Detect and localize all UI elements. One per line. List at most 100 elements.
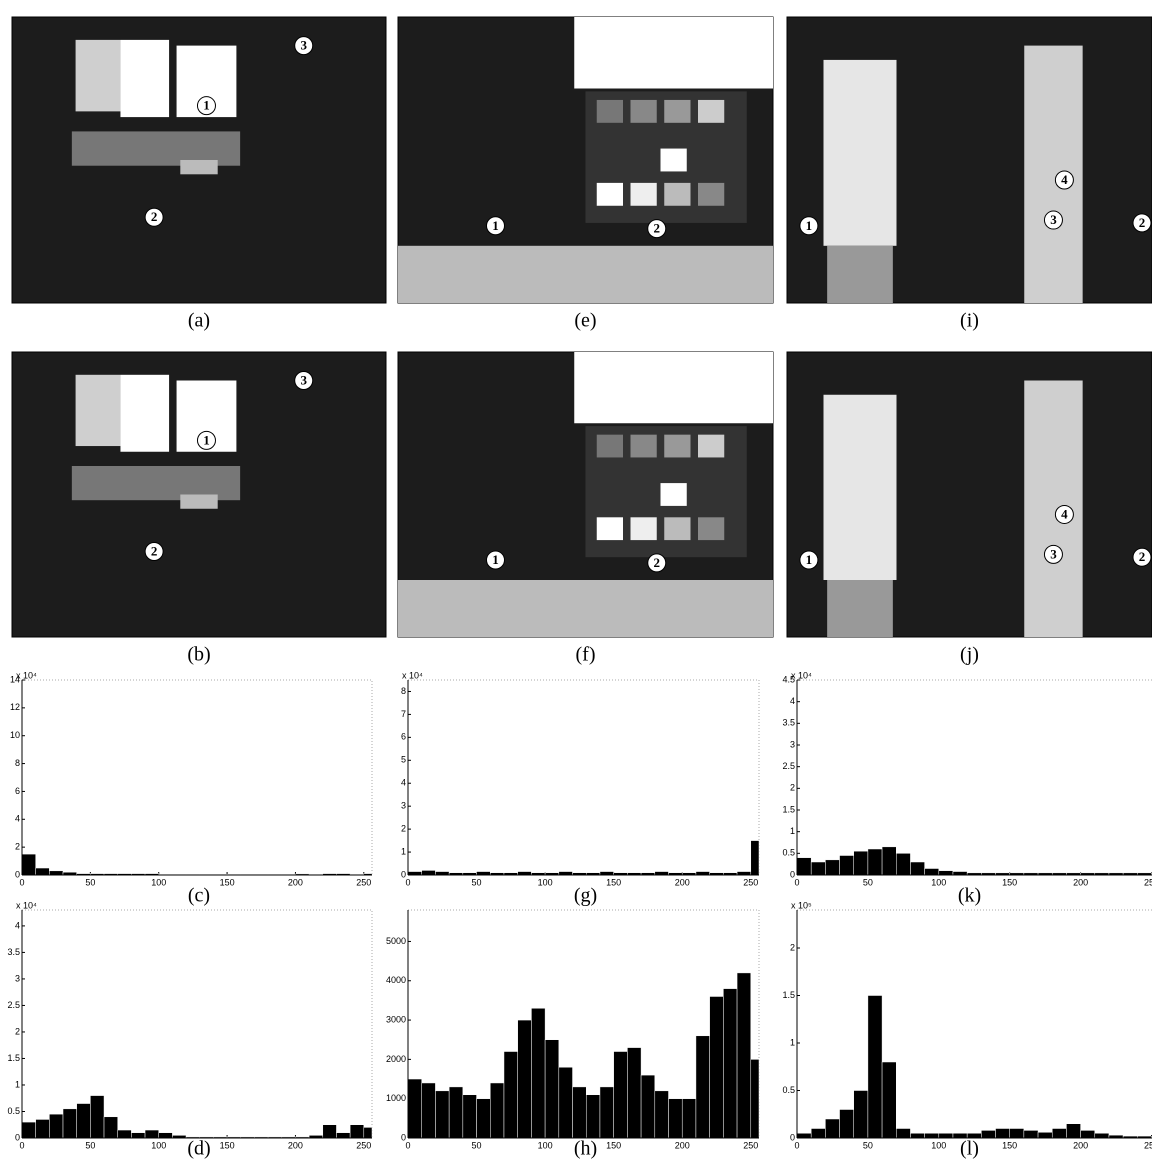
y-tick-label: 1 [15, 1079, 20, 1089]
y-tick-label: 2000 [386, 1054, 406, 1064]
histogram-bar [655, 1091, 669, 1138]
histogram-bar [586, 1095, 600, 1138]
x-tick-label: 200 [1073, 877, 1088, 887]
x-tick-label: 250 [743, 1140, 758, 1150]
histogram-bar [854, 851, 868, 875]
histogram-bar [1081, 1130, 1095, 1138]
x-tick-label: 50 [472, 877, 482, 887]
photo-region [698, 100, 724, 123]
photo-region [398, 246, 773, 303]
y-tick-label: 6 [15, 786, 20, 796]
x-tick-label: 200 [288, 1140, 303, 1150]
histogram-bar [435, 872, 449, 875]
histogram-bar [1010, 1129, 1024, 1139]
x-tick-label: 150 [220, 877, 235, 887]
histogram-bar [996, 1129, 1010, 1139]
photo-region [827, 580, 893, 637]
histogram-bar [682, 1099, 696, 1138]
photo-region [698, 183, 724, 206]
histogram-bar [641, 1075, 655, 1138]
photo-region [597, 100, 623, 123]
histogram-bar [953, 872, 967, 875]
histogram-bar [825, 860, 839, 875]
histogram-bar [1095, 1133, 1109, 1138]
x-tick-label: 50 [85, 877, 95, 887]
photo-region [698, 517, 724, 540]
histogram-bar [36, 868, 50, 875]
photo-region [1024, 46, 1082, 303]
caption: (f) [576, 644, 596, 666]
photo-region [574, 352, 773, 423]
marker-label: 3 [1050, 212, 1057, 227]
photo-region [631, 183, 657, 206]
caption: (b) [187, 644, 210, 666]
plot-frame [408, 680, 759, 875]
histogram-bar [600, 872, 614, 875]
x-tick-label: 150 [1002, 877, 1017, 887]
y-tick-label: 2 [15, 842, 20, 852]
histogram-bar [449, 1087, 463, 1138]
photo-region [631, 100, 657, 123]
photo-region [664, 100, 690, 123]
y-tick-label: 1 [790, 1037, 795, 1047]
histogram-bar [435, 1091, 449, 1138]
marker-label: 1 [492, 552, 499, 567]
histogram-bar [1024, 1130, 1038, 1138]
photo-region [824, 60, 897, 246]
histogram-bar [696, 872, 710, 875]
photo-region [824, 395, 897, 580]
photo-region [827, 246, 893, 303]
x-tick-label: 100 [151, 1140, 166, 1150]
photo-region [664, 435, 690, 458]
photo-region [631, 435, 657, 458]
histogram-bar [63, 1109, 77, 1138]
x-tick-label: 250 [1144, 877, 1152, 887]
photo-region [597, 183, 623, 206]
y-tick-label: 0.5 [782, 1085, 795, 1095]
histogram-bar [882, 1062, 896, 1138]
histogram-bar [504, 1052, 518, 1138]
histogram-bar [559, 1067, 573, 1138]
y-tick-label: 4.5 [782, 674, 795, 684]
photo-region [631, 517, 657, 540]
photo-region [664, 183, 690, 206]
y-tick-label: 3.5 [782, 718, 795, 728]
y-tick-label: 5000 [386, 936, 406, 946]
histogram-bar [90, 1096, 104, 1138]
histogram-bar [840, 1110, 854, 1139]
y-tick-label: 1000 [386, 1093, 406, 1103]
histogram-bar [655, 872, 669, 875]
marker-label: 2 [1139, 549, 1146, 564]
histogram-bar [477, 872, 491, 875]
histogram-bar [896, 1129, 910, 1139]
photo-region [398, 580, 773, 637]
x-tick-label: 100 [538, 1140, 553, 1150]
marker-label: 2 [151, 543, 158, 558]
histogram-bar [939, 1133, 953, 1138]
photo-region [597, 435, 623, 458]
plot-frame [22, 910, 372, 1138]
photo-region [664, 517, 690, 540]
y-tick-label: 3 [15, 973, 20, 983]
histogram-bar [531, 1008, 545, 1138]
histogram-bar [967, 1133, 981, 1138]
histogram-bar [323, 1125, 337, 1138]
histogram-bar [49, 1114, 63, 1138]
x-tick-label: 50 [85, 1140, 95, 1150]
x-tick-label: 150 [606, 1140, 621, 1150]
y-tick-label: 2 [15, 1026, 20, 1036]
histogram-bar [811, 1129, 825, 1139]
x-tick-label: 150 [606, 877, 621, 887]
histogram-bar [669, 1099, 683, 1138]
marker-label: 2 [654, 221, 661, 236]
caption: (a) [188, 310, 210, 332]
histogram-bar [159, 1133, 173, 1138]
axis-multiplier: x 10⁵ [791, 900, 812, 910]
x-tick-label: 250 [356, 1140, 371, 1150]
x-tick-label: 250 [743, 877, 758, 887]
histogram-bar [868, 996, 882, 1139]
photo-region [180, 495, 217, 509]
histogram-bar [910, 862, 924, 875]
y-tick-label: 2 [790, 783, 795, 793]
histogram-bar [896, 853, 910, 875]
